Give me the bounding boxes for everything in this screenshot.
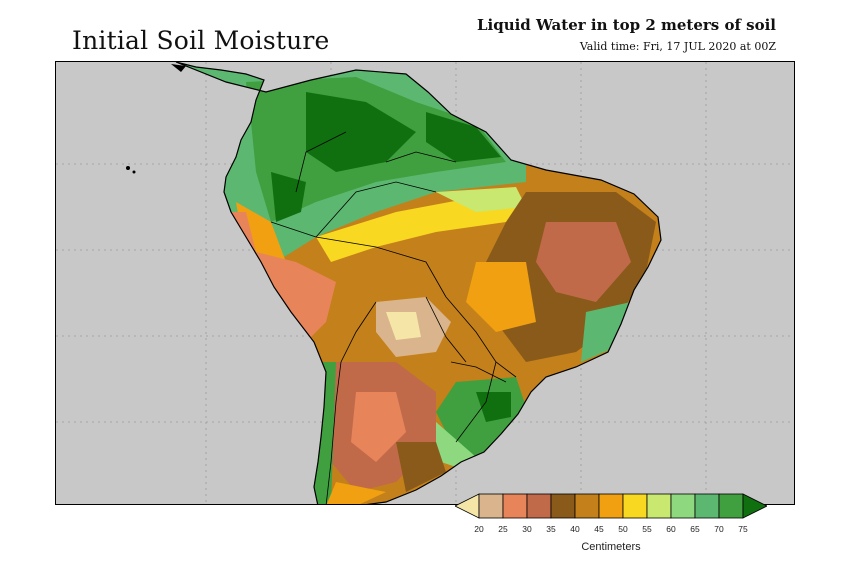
colorbar-tick: 30 bbox=[522, 524, 532, 534]
colorbar-unit: Centimeters bbox=[581, 541, 641, 553]
colorbar-below-20 bbox=[455, 493, 480, 519]
colorbar-above-75 bbox=[742, 493, 767, 519]
colorbar-tick: 25 bbox=[498, 524, 508, 534]
colorbar-50-55 bbox=[622, 493, 648, 519]
colorbar-45-50 bbox=[598, 493, 624, 519]
colorbar-tick: 50 bbox=[618, 524, 628, 534]
colorbar-tick: 60 bbox=[666, 524, 676, 534]
product-title: Liquid Water in top 2 meters of soil bbox=[476, 16, 776, 34]
colorbar-70-75 bbox=[718, 493, 744, 519]
colorbar-tick: 35 bbox=[546, 524, 556, 534]
page-title: Initial Soil Moisture bbox=[72, 26, 330, 55]
colorbar-tick: 40 bbox=[570, 524, 580, 534]
country-borders bbox=[270, 131, 517, 504]
soil-moisture-map bbox=[55, 61, 795, 505]
colorbar-tick: 20 bbox=[474, 524, 484, 534]
islands bbox=[126, 64, 186, 174]
colorbar-tick: 75 bbox=[738, 524, 748, 534]
colorbar-60-65 bbox=[670, 493, 696, 519]
map-canvas bbox=[56, 62, 794, 504]
colorbar-20-25 bbox=[478, 493, 504, 519]
colorbar bbox=[455, 493, 767, 519]
colorbar-tick: 70 bbox=[714, 524, 724, 534]
colorbar-35-40 bbox=[550, 493, 576, 519]
colorbar-65-70 bbox=[694, 493, 720, 519]
colorbar-30-35 bbox=[526, 493, 552, 519]
valid-time: Valid time: Fri, 17 JUL 2020 at 00Z bbox=[579, 40, 776, 53]
colorbar-25-30 bbox=[502, 493, 528, 519]
colorbar-tick: 55 bbox=[642, 524, 652, 534]
colorbar-55-60 bbox=[646, 493, 672, 519]
colorbar-ticks: 20 25 30 35 40 45 50 55 60 65 70 75 bbox=[455, 524, 767, 538]
colorbar-tick: 65 bbox=[690, 524, 700, 534]
colorbar-tick: 45 bbox=[594, 524, 604, 534]
colorbar-40-45 bbox=[574, 493, 600, 519]
